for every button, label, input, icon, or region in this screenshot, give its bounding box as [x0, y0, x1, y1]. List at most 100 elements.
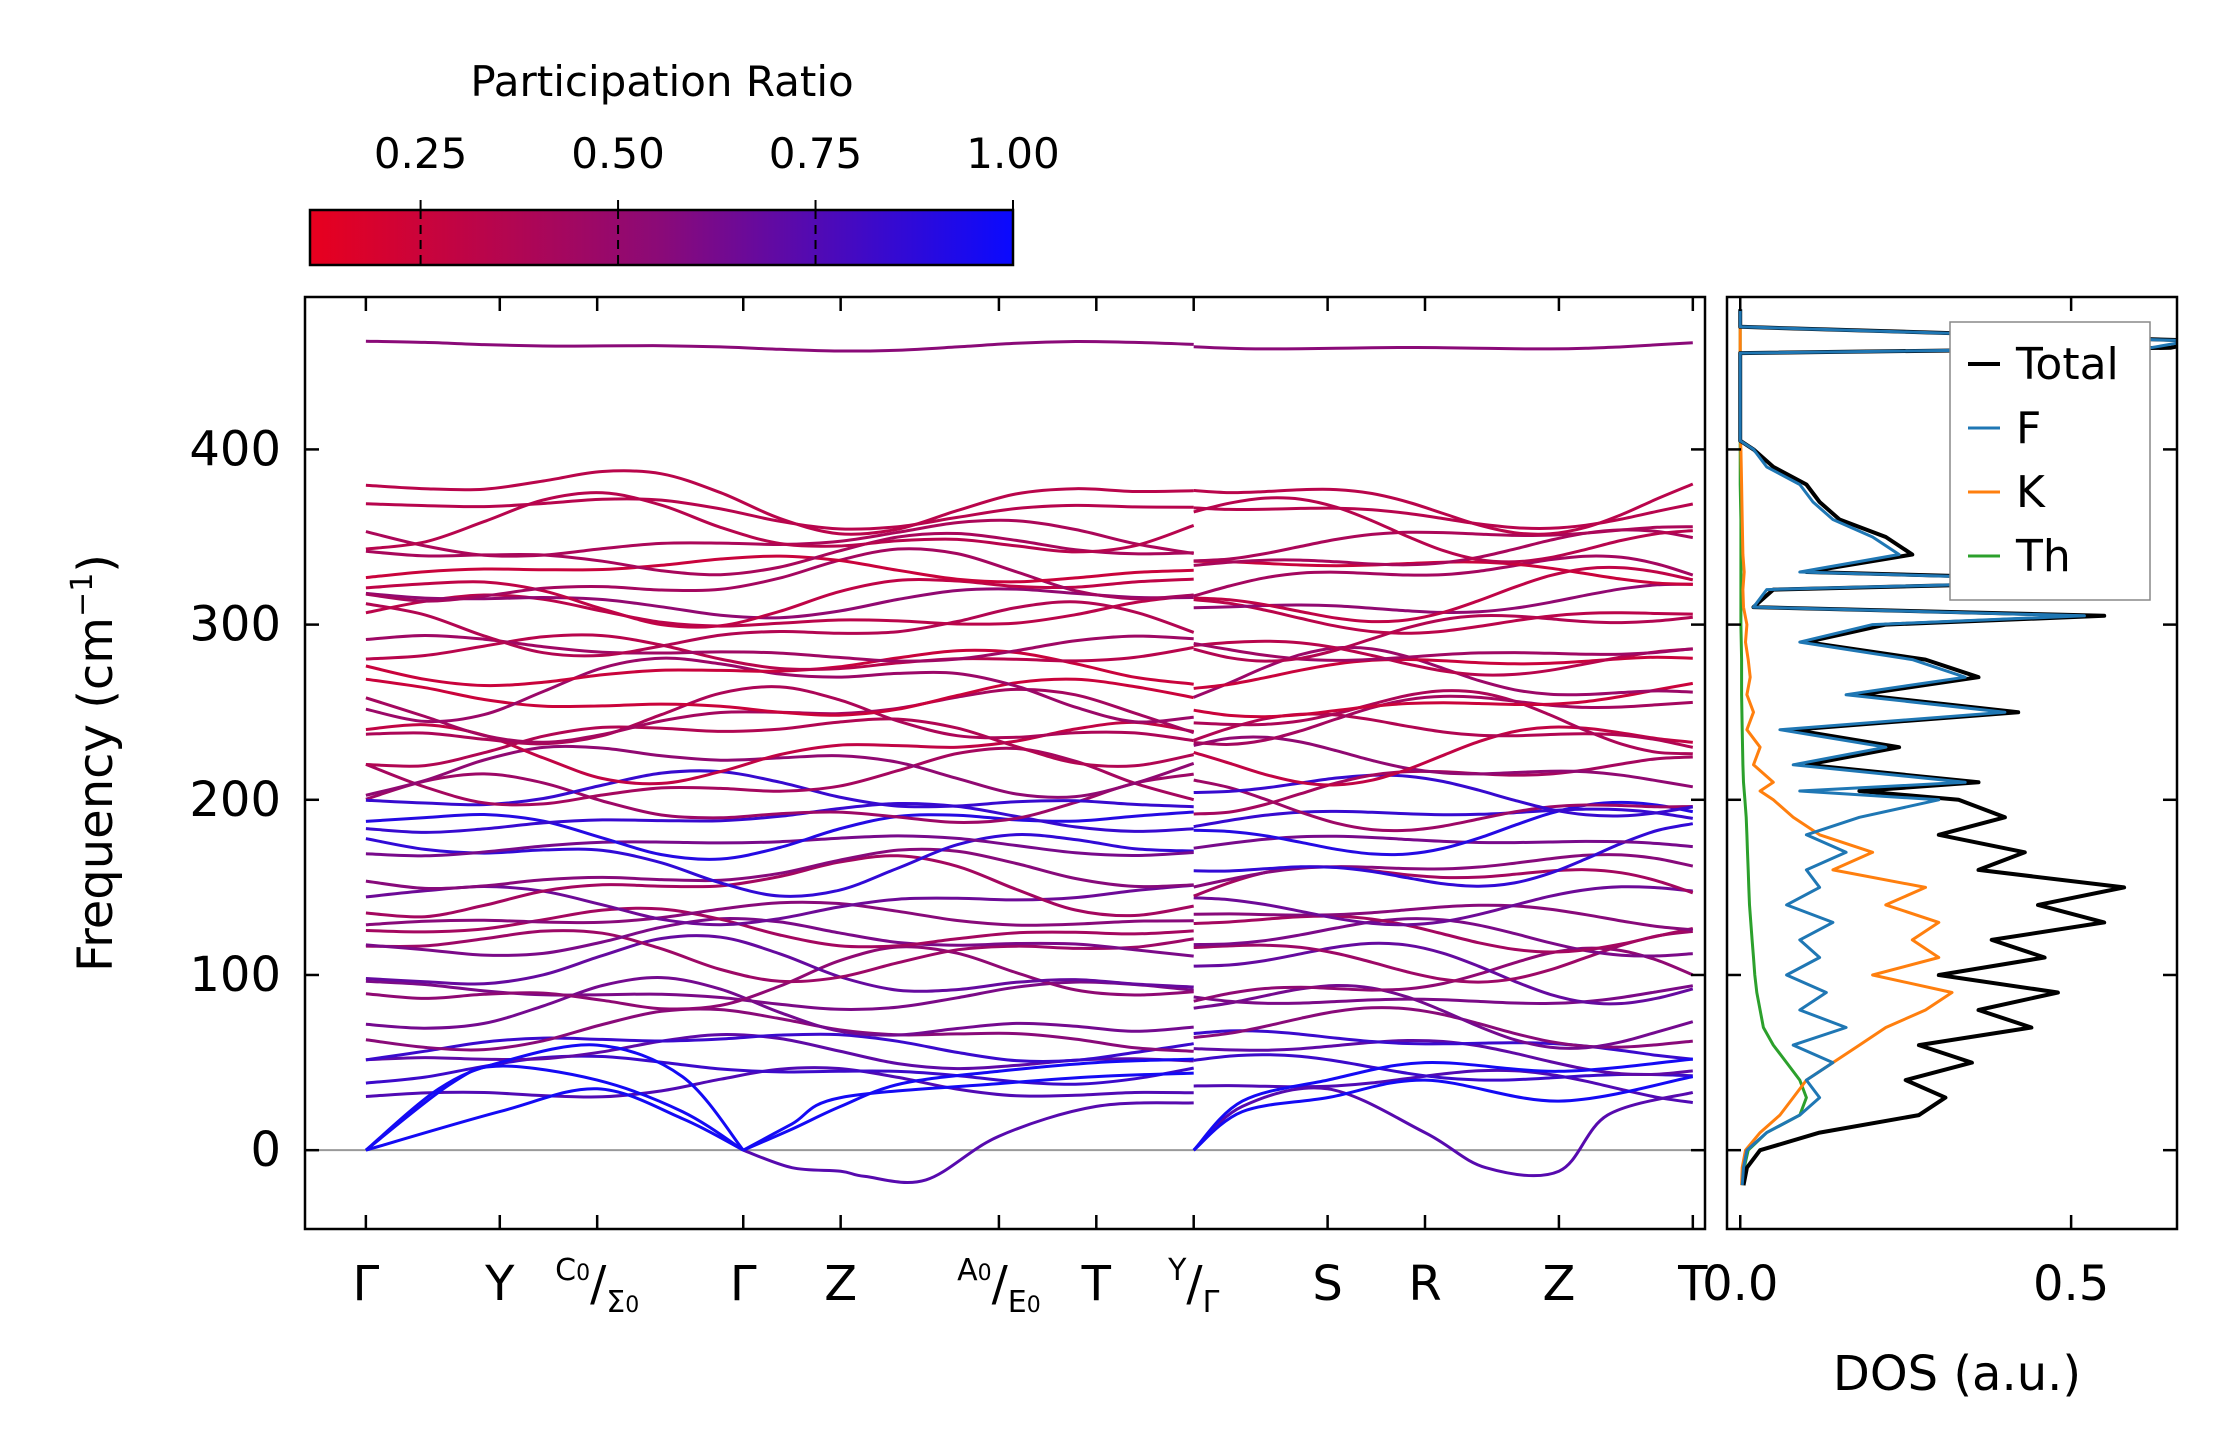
acoustic-branch	[364, 1064, 745, 1152]
phonon-band	[365, 883, 1194, 927]
phonon-band	[365, 810, 1194, 861]
phonon-band	[1193, 725, 1693, 787]
phonon-band	[1193, 1068, 1694, 1105]
k-label-a: Y	[1167, 1253, 1187, 1288]
phonon-band	[1193, 903, 1693, 932]
acoustic-branch	[742, 1071, 1194, 1152]
k-label-sep: /	[992, 1256, 1009, 1312]
phonon-band	[365, 491, 1195, 554]
phonon-band	[365, 801, 1194, 834]
colorbar-tick-label: 0.50	[571, 129, 665, 178]
acoustic-branch	[365, 1087, 744, 1152]
phonon-band	[365, 600, 1195, 658]
colorbar: Participation Ratio 0.25 0.50 0.75 1.00	[308, 57, 1060, 267]
phonon-band	[1193, 642, 1693, 662]
phonon-band	[1193, 917, 1693, 958]
phonon-band	[365, 917, 1194, 958]
phonon-band	[1193, 681, 1694, 719]
phonon-band	[1193, 613, 1693, 663]
acoustic-branch	[1192, 1086, 1694, 1178]
phonon-band	[365, 677, 1194, 717]
acoustic-branch	[1192, 1057, 1693, 1152]
k-point-label: A0/E0	[957, 1253, 1041, 1320]
phonon-band	[1193, 639, 1693, 677]
k-point-label: Γ	[730, 1256, 757, 1312]
dos-panel: 0.0 0.5 DOS (a.u.) Total FK Th	[1702, 295, 2179, 1402]
y-tick-label: 300	[189, 597, 281, 653]
dos-x-tick-label: 0.5	[2033, 1256, 2109, 1312]
phonon-band	[1193, 822, 1694, 888]
legend-label-f: F	[2016, 403, 2041, 454]
dos-x-tick-label: 0.0	[1702, 1256, 1778, 1312]
phonon-band	[1193, 694, 1693, 746]
phonon-band	[365, 900, 1194, 927]
k-label-b: Σ	[606, 1285, 625, 1320]
phonon-band	[1193, 341, 1693, 351]
dos-y-ticks	[1727, 448, 2177, 1152]
colorbar-gradient	[308, 208, 1015, 267]
phonon-band	[365, 587, 1194, 620]
dos-x-axis: 0.0 0.5	[1702, 297, 2109, 1312]
k-point-label: T	[1677, 1256, 1708, 1312]
phonon-band	[1193, 554, 1694, 598]
phonon-band	[1193, 528, 1694, 567]
colorbar-title: Participation Ratio	[470, 57, 853, 106]
k-label-b: E	[1008, 1285, 1027, 1320]
band-lines	[305, 339, 1705, 1184]
acoustic-branch	[364, 1043, 745, 1152]
y-tick-label: 200	[189, 772, 281, 828]
k-label-a-sub: 0	[576, 1261, 590, 1286]
phonon-band	[1193, 885, 1693, 927]
phonon-band	[1193, 983, 1694, 1050]
y-label-text: Frequency (cm	[68, 617, 124, 972]
phonon-band	[365, 1007, 1194, 1053]
phonon-band	[1193, 984, 1694, 1006]
phonon-band	[1193, 800, 1694, 857]
phonon-band	[1193, 941, 1694, 1006]
phonon-band	[1193, 645, 1693, 699]
phonon-band	[1193, 834, 1693, 850]
dos-curve-k	[1738, 309, 1954, 1186]
k-point-label: S	[1312, 1256, 1342, 1312]
y-label-exponent: −1	[65, 573, 100, 617]
legend-box	[1949, 321, 2151, 601]
phonon-band	[365, 834, 1194, 858]
phonon-band	[1193, 502, 1694, 530]
phonon-band	[1193, 1006, 1693, 1049]
band-x-axis: Γ Y C0/Σ0 Γ Z A0/E0 T Y/Γ S R Z T	[352, 297, 1708, 1320]
phonon-band	[365, 854, 1194, 919]
phonon-band	[365, 746, 1195, 807]
colorbar-tick-label: 1.00	[966, 129, 1060, 178]
phonon-band	[365, 685, 1194, 746]
phonon-band	[1193, 807, 1694, 829]
k-label-sep: /	[590, 1256, 607, 1312]
phonon-band	[365, 1032, 1194, 1063]
k-label-a: C	[555, 1253, 576, 1288]
phonon-band	[365, 497, 1194, 531]
k-label-sep: /	[1186, 1256, 1203, 1312]
phonon-band	[365, 339, 1194, 353]
y-tick-label: 400	[189, 421, 281, 477]
phonon-band	[1193, 1038, 1693, 1077]
dos-legend: Total FK Th	[1949, 321, 2151, 601]
k-point-label: C0/Σ0	[555, 1253, 639, 1320]
acoustic-branch	[1192, 1075, 1694, 1152]
phonon-band	[365, 744, 1195, 799]
k-label-a-sub: 0	[978, 1261, 992, 1286]
phonon-band	[365, 547, 1194, 603]
phonon-band	[1193, 525, 1693, 563]
y-tick-label: 100	[189, 947, 281, 1003]
phonon-band	[365, 633, 1194, 671]
phonon-band	[1193, 598, 1693, 635]
dos-curve-total	[1738, 309, 2177, 1186]
band-y-label: Frequency (cm−1)	[65, 554, 124, 972]
phonon-band	[365, 717, 1194, 768]
phonon-band	[365, 945, 1194, 1011]
legend-label-k: K	[2016, 467, 2046, 518]
phonon-band	[365, 906, 1194, 949]
k-point-label: Z	[824, 1256, 857, 1312]
phonon-band	[1193, 689, 1693, 756]
phonon-band	[365, 656, 1194, 724]
dos-x-label: DOS (a.u.)	[1833, 1346, 2081, 1402]
